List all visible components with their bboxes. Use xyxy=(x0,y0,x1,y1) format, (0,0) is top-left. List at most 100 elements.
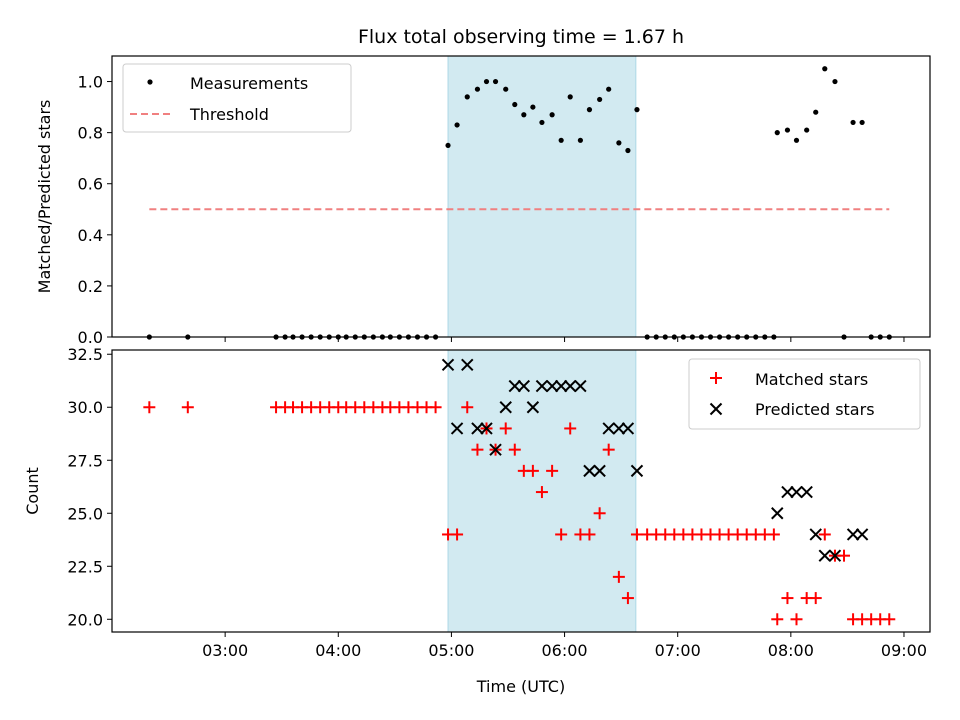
predicted-star-point xyxy=(526,401,540,414)
y-tick-label: 25.0 xyxy=(67,504,103,523)
measurement-point xyxy=(454,122,460,128)
y-tick-label: 1.0 xyxy=(78,73,103,92)
predicted-star-point xyxy=(612,422,626,435)
measurement-point xyxy=(577,137,583,143)
matched-star-point xyxy=(809,592,822,605)
measurement-point xyxy=(483,78,490,85)
measurement-point xyxy=(832,78,838,85)
legend-marker-predicted xyxy=(709,402,723,416)
y-axis-label-count: Count xyxy=(23,467,42,515)
predicted-star-point xyxy=(602,422,615,435)
predicted-star-point xyxy=(450,422,464,435)
predicted-star-point xyxy=(593,464,606,478)
legend-label-threshold: Threshold xyxy=(189,105,269,124)
predicted-star-point xyxy=(461,358,474,372)
measurement-point xyxy=(784,127,791,133)
measurement-point xyxy=(492,78,499,85)
matched-star-point xyxy=(767,528,780,541)
matched-star-point xyxy=(612,570,625,583)
y-axis-label-ratio: Matched/Predicted stars xyxy=(35,100,54,294)
measurement-point xyxy=(822,66,828,72)
matched-star-point xyxy=(143,401,156,414)
legend-predicted-glyph xyxy=(709,402,723,416)
predicted-star-point xyxy=(846,528,860,541)
measurement-point xyxy=(850,119,856,126)
predicted-star-point xyxy=(828,549,842,562)
matched-star-point xyxy=(508,443,521,456)
y-tick-label: 22.5 xyxy=(67,557,103,576)
legend-count-box xyxy=(688,358,921,430)
measurement-point xyxy=(804,127,810,133)
legend-label-measurements: Measurements xyxy=(190,74,308,93)
y-tick-label: 0.0 xyxy=(78,328,103,347)
predicted-star-point xyxy=(630,464,644,478)
matched-star-point xyxy=(181,401,194,414)
y-tick-label: 0.4 xyxy=(78,226,103,245)
matched-star-point xyxy=(499,422,512,435)
predicted-star-point xyxy=(554,379,568,393)
predicted-star-point xyxy=(800,485,813,499)
predicted-star-point xyxy=(499,401,512,414)
panel-count: 20.0 22.5 25.0 27.5 30.0 32.5 03:00 04:00 05:00… xyxy=(23,345,931,696)
measurement-point xyxy=(634,107,640,113)
y-tick-label: 20.0 xyxy=(67,610,103,629)
measurement-point xyxy=(521,112,527,118)
predicted-star-point xyxy=(809,528,822,541)
matched-star-point xyxy=(593,507,606,520)
measurement-point xyxy=(813,109,819,115)
measurement-point xyxy=(474,86,481,92)
x-tick-label: 04:00 xyxy=(315,641,361,660)
matched-star-point xyxy=(630,528,643,541)
predicted-star-point xyxy=(535,379,549,393)
x-axis-label: Time (UTC) xyxy=(476,677,565,696)
matched-star-point xyxy=(883,613,896,626)
matched-star-point xyxy=(429,401,442,414)
predicted-star-point xyxy=(564,379,577,393)
measurement-point xyxy=(606,86,612,92)
matched-star-point xyxy=(546,464,559,477)
predicted-star-point xyxy=(790,485,803,499)
legend-label-predicted: Predicted stars xyxy=(755,400,875,419)
predicted-star-point xyxy=(471,422,484,435)
measurement-point xyxy=(586,107,593,113)
measurement-point xyxy=(445,142,451,149)
panel-ratio: 0.0 0.2 0.4 0.6 0.8 1.0 Matched/Predicted sta… xyxy=(35,55,931,347)
measurement-point xyxy=(558,137,564,143)
predicted-star-point xyxy=(781,485,794,499)
matched-star-point xyxy=(535,486,548,499)
measurement-point xyxy=(774,130,780,136)
measurement-point xyxy=(567,94,573,100)
matched-star-point xyxy=(838,549,851,562)
matched-star-point xyxy=(451,528,464,541)
matched-star-point xyxy=(818,528,831,541)
legend-marker-matched xyxy=(710,372,722,384)
observing-interval-shade xyxy=(447,55,637,338)
matched-star-point xyxy=(602,443,615,456)
panel-count-frame xyxy=(111,349,931,633)
matched-star-point xyxy=(771,613,784,626)
predicted-star-point xyxy=(545,379,559,393)
y-tick-label: 32.5 xyxy=(67,345,103,364)
x-tick-label: 08:00 xyxy=(768,641,814,660)
y-tick-label: 30.0 xyxy=(67,398,103,417)
measurement-point xyxy=(503,86,509,92)
legend-count: Matched stars Predicted stars xyxy=(688,358,921,430)
legend-label-matched: Matched stars xyxy=(755,370,868,389)
measurement-point xyxy=(793,137,800,143)
legend-ratio-box xyxy=(122,63,352,133)
predicted-star-point xyxy=(480,422,493,435)
predicted-star-point xyxy=(771,507,784,520)
matched-star-point xyxy=(555,528,568,541)
x-tick-label: 06:00 xyxy=(542,641,588,660)
predicted-star-point xyxy=(441,358,455,372)
y-tick-label: 27.5 xyxy=(67,451,103,470)
measurement-point xyxy=(549,112,555,118)
legend-marker-measurements xyxy=(147,79,153,85)
measurement-point xyxy=(512,101,518,108)
matched-star-point xyxy=(583,528,596,541)
predicted-star-point xyxy=(508,379,521,393)
legend-matched-glyph xyxy=(710,372,722,384)
measurement-point xyxy=(597,96,603,103)
measurement-point xyxy=(616,140,622,146)
